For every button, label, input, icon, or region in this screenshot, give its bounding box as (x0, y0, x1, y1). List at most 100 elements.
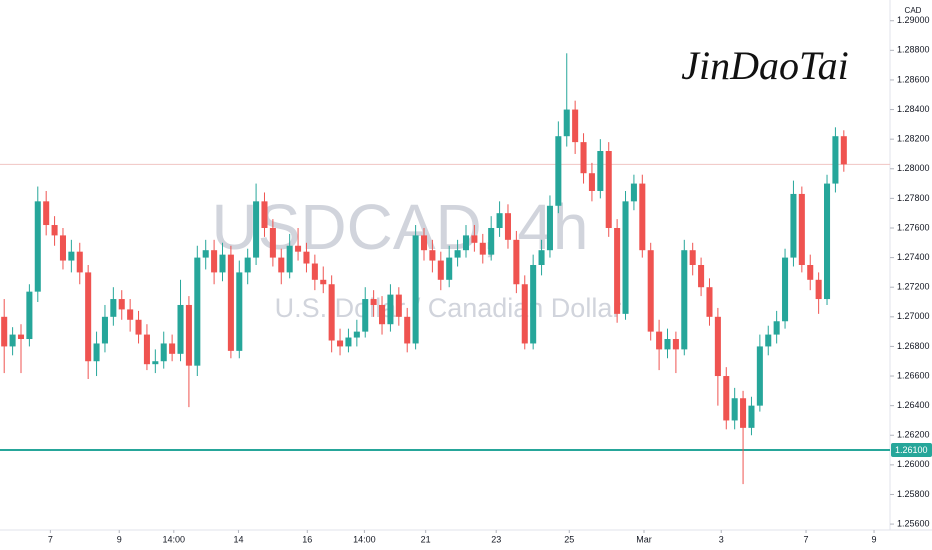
candle-body (824, 183, 831, 300)
candle-body (295, 245, 302, 252)
level-label-box (891, 443, 932, 458)
x-tick-label: 14 (233, 534, 243, 544)
candle-body (773, 321, 780, 335)
candle-body (555, 136, 562, 206)
candle-body (236, 272, 243, 351)
y-tick-label: 1.26200 (897, 430, 930, 440)
y-tick-label: 1.29000 (897, 15, 930, 25)
candle-body (127, 309, 134, 320)
candle-body (664, 339, 671, 350)
candle-body (462, 235, 470, 251)
x-tick-label: 25 (564, 534, 574, 544)
candle-body (471, 235, 478, 243)
candle-body (328, 284, 335, 341)
x-tick-label: Mar (636, 534, 652, 544)
candle-body (689, 250, 696, 265)
y-tick-label: 1.28200 (897, 134, 930, 144)
x-tick-label: 9 (117, 534, 122, 544)
candle-body (521, 284, 528, 344)
candle-body (362, 299, 369, 332)
candle-body (639, 183, 646, 251)
candle-body (429, 250, 436, 261)
candle-body (840, 136, 847, 165)
y-tick-label: 1.26800 (897, 341, 930, 351)
y-tick-label: 1.25600 (897, 518, 930, 528)
candle-body (748, 405, 755, 428)
candle-body (135, 319, 142, 335)
candle-body (437, 260, 444, 280)
candle-body (227, 254, 234, 351)
x-tick-label: 9 (872, 534, 877, 544)
candle-body (26, 291, 33, 340)
candle-body (815, 279, 822, 300)
candle-body (278, 257, 285, 273)
candle-body (765, 334, 772, 347)
candle-body (672, 339, 679, 350)
candle-body (622, 201, 629, 314)
candle-body (832, 136, 839, 184)
watermark-subtitle: U.S. Dollar / Canadian Dollar (275, 293, 622, 323)
candle-body (412, 235, 419, 344)
y-tick-label: 1.27000 (897, 311, 930, 321)
candle-body (110, 299, 117, 317)
candle-body (17, 334, 25, 340)
y-tick-label: 1.25800 (897, 489, 930, 499)
currency-label: CAD (905, 6, 922, 15)
candle-body (714, 316, 721, 377)
candle-body (656, 331, 663, 350)
candle-body (790, 193, 797, 258)
x-tick-label: 7 (48, 534, 53, 544)
candle-body (479, 242, 486, 255)
candle-body (513, 239, 520, 285)
candle-body (93, 343, 100, 362)
candle-body (488, 227, 495, 255)
candle-body (756, 346, 763, 406)
candle-body (76, 251, 83, 273)
signature: JinDaoTai (681, 43, 848, 88)
candle-body (370, 299, 377, 305)
x-tick-label: 21 (421, 534, 431, 544)
candle-body (160, 343, 167, 362)
candle-body (395, 294, 402, 317)
candle-body (311, 263, 318, 280)
y-tick-label: 1.27800 (897, 193, 930, 203)
candle-body (85, 272, 92, 362)
y-tick-label: 1.28600 (897, 74, 930, 84)
y-tick-label: 1.26000 (897, 459, 930, 469)
level-label: 1.26100 (895, 445, 928, 455)
y-tick-label: 1.27400 (897, 252, 930, 262)
x-tick-label: 7 (804, 534, 809, 544)
candle-body (9, 334, 16, 347)
candle-body (605, 151, 612, 228)
y-tick-label: 1.27200 (897, 282, 930, 292)
candle-body (588, 173, 595, 191)
candle-body (202, 250, 209, 258)
candle-body (572, 109, 579, 143)
candle-body (152, 361, 159, 365)
candle-body (404, 316, 411, 344)
candle-body (530, 265, 537, 344)
candle-body (219, 254, 226, 273)
y-tick-label: 1.27600 (897, 222, 930, 232)
candle-body (101, 316, 108, 344)
x-tick-label: 3 (719, 534, 724, 544)
candle-body (303, 251, 310, 264)
candle-body (194, 257, 201, 366)
candle-body (807, 265, 814, 280)
watermark: USDCAD, 4h (212, 191, 589, 263)
candle-body (681, 250, 688, 350)
candle-body (177, 304, 184, 354)
candle-body (345, 337, 352, 347)
candle-body (1, 316, 8, 347)
candle-body (698, 265, 705, 288)
candle-body (118, 299, 125, 310)
candle-body (244, 257, 251, 273)
candle-body (504, 213, 511, 240)
candle-body (143, 334, 150, 365)
candle-body (563, 109, 570, 137)
candle-body (496, 213, 503, 228)
candle-body (740, 398, 747, 428)
candle-body (261, 201, 268, 228)
candle-body (169, 343, 176, 354)
